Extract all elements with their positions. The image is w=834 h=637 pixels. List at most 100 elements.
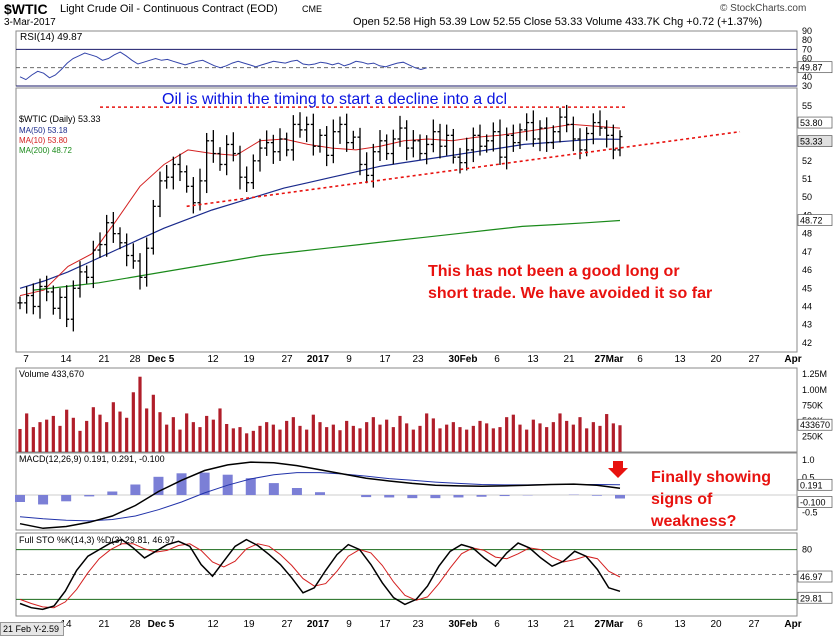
volume-bar	[565, 420, 569, 452]
bottom-x-axis-tick: 27	[281, 619, 293, 630]
x-axis-tick: 27	[748, 354, 760, 365]
volume-bar	[18, 428, 22, 452]
bottom-x-axis-tick: 2017	[307, 619, 330, 630]
volume-bar	[98, 414, 102, 452]
x-axis-tick: 19	[243, 354, 255, 365]
volume-bar	[511, 414, 515, 452]
volume-bar	[571, 424, 575, 452]
volume-bar	[331, 424, 335, 452]
price-axis-tick: 44	[802, 301, 812, 311]
volume-bar	[305, 429, 309, 452]
volume-bar	[151, 394, 155, 452]
rsi-title: RSI(14) 49.87	[20, 32, 83, 43]
volume-bar	[225, 424, 229, 452]
volume-bar	[445, 424, 449, 452]
volume-bar	[131, 392, 135, 452]
volume-bar	[38, 422, 42, 452]
bottom-x-axis-tick: 14	[60, 619, 72, 630]
volume-bar	[251, 430, 255, 452]
rsi-axis-tick: 60	[802, 54, 812, 64]
macd-hist-bar	[176, 473, 187, 495]
x-axis-tick: 23	[412, 354, 424, 365]
volume-bar	[278, 429, 282, 452]
x-axis-tick: 13	[527, 354, 539, 365]
volume-bar	[431, 418, 435, 452]
volume-bar	[351, 425, 355, 452]
volume-bar	[411, 429, 415, 452]
macd-hist-bar	[199, 472, 210, 495]
volume-bar	[605, 414, 609, 452]
macd-hist-bar	[291, 488, 302, 495]
bottom-x-axis-tick: 9	[346, 619, 352, 630]
ma10-axis-value: 53.80	[800, 118, 823, 128]
volume-bar	[58, 425, 62, 452]
macd-hist-bar	[591, 495, 602, 496]
volume-bar	[545, 427, 549, 452]
volume-bar	[451, 422, 455, 452]
bottom-x-axis-tick: Apr	[784, 619, 801, 630]
x-axis-tick: 21	[563, 354, 575, 365]
macd-hist-bar	[499, 495, 510, 497]
macd-hist-value-box	[797, 496, 833, 508]
volume-bar	[465, 429, 469, 452]
bottom-x-axis-tick: 6	[637, 619, 643, 630]
ma10-axis-value-box	[797, 116, 833, 129]
volume-bar	[158, 412, 162, 452]
macd-annotation-line: signs of	[651, 491, 713, 508]
macd-hist-bar	[107, 491, 118, 495]
volume-bar	[105, 422, 109, 452]
rsi-axis-tick: 70	[802, 44, 812, 54]
volume-bar	[558, 413, 562, 452]
macd-hist-bar	[130, 484, 141, 495]
macd-hist-bar	[15, 495, 25, 502]
volume-bar	[311, 414, 315, 452]
volume-bar	[611, 423, 615, 452]
ohlc-readout: Open 52.58 High 53.39 Low 52.55 Close 53…	[353, 16, 763, 28]
bottom-x-axis-tick: 27Mar	[595, 619, 624, 630]
bottom-x-axis-tick: 6	[494, 619, 500, 630]
macd-value-box	[797, 478, 833, 491]
macd-panel	[15, 452, 798, 531]
symbol-label: $WTIC	[4, 1, 48, 17]
volume-bar	[318, 422, 322, 452]
macd-hist-bar	[384, 495, 395, 498]
x-axis-tick: 27Mar	[595, 354, 624, 365]
volume-bar	[205, 415, 209, 452]
volume-bar	[218, 408, 222, 452]
x-axis-tick: 9	[346, 354, 352, 365]
volume-bar	[478, 420, 482, 452]
sto-k-value: 29.81	[800, 593, 823, 603]
volume-bar	[438, 428, 442, 452]
macd-title: MACD(12,26,9) 0.191, 0.291, -0.100	[19, 454, 165, 464]
macd-hist-bar	[153, 476, 164, 495]
volume-bar	[65, 409, 69, 452]
volume-axis-tick: 1.00M	[802, 385, 827, 395]
volume-bar	[198, 427, 202, 452]
volume-bar	[231, 428, 235, 452]
x-axis-tick: Dec 5	[148, 354, 175, 365]
macd-hist-bar	[268, 483, 279, 495]
volume-bar	[258, 425, 262, 452]
x-axis-tick: 17	[379, 354, 391, 365]
annotation-red-2: short trade. We have avoided it so far	[428, 285, 712, 302]
sto-k-line	[19, 538, 621, 611]
volume-bar	[165, 424, 169, 452]
x-axis-tick: 27	[281, 354, 293, 365]
x-axis-tick: 28	[129, 354, 141, 365]
ma10-label: MA(10) 53.80	[19, 136, 68, 145]
sto-d-value-box	[797, 570, 833, 583]
bottom-x-axis-tick: 13	[674, 619, 686, 630]
price-axis-tick: 46	[802, 265, 812, 275]
macd-line	[19, 461, 621, 530]
volume-title: Volume 433,670	[19, 369, 84, 379]
volume-bar	[91, 407, 95, 452]
volume-bar	[271, 424, 275, 452]
price-axis-tick: 55	[802, 101, 812, 111]
volume-bar	[338, 430, 342, 452]
volume-bar	[265, 422, 269, 452]
macd-hist-bar	[315, 492, 325, 495]
x-axis-tick: 13	[674, 354, 686, 365]
ma200-axis-value-box	[797, 214, 833, 226]
volume-axis-tick: 750K	[802, 400, 823, 410]
macd-hist-bar	[61, 495, 72, 502]
